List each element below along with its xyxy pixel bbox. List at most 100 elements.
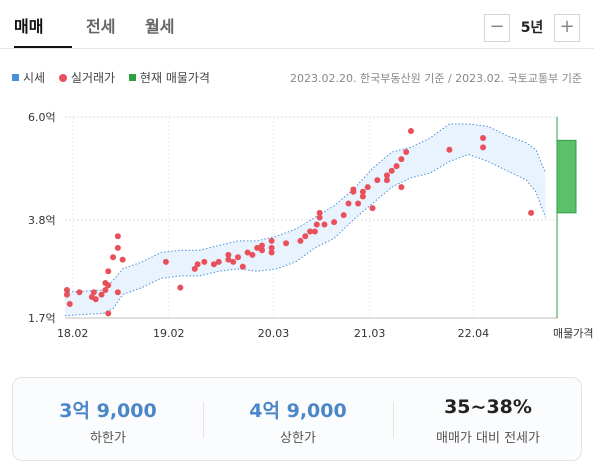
transaction-point — [114, 233, 121, 240]
transaction-point — [98, 291, 105, 298]
tab-monthly-rent[interactable]: 월세 — [145, 17, 175, 36]
transaction-point — [316, 209, 323, 216]
transaction-point — [114, 289, 121, 296]
transaction-point — [210, 261, 217, 268]
transaction-point — [383, 172, 390, 179]
chart-legend: 시세 실거래가 현재 매물가격 — [12, 69, 220, 86]
summary-card: 3억 9,000 하한가 4억 9,000 상한가 35~38% 매매가 대비 … — [12, 377, 582, 461]
transaction-point — [66, 300, 73, 307]
transaction-point — [114, 244, 121, 251]
transaction-point — [316, 214, 323, 221]
tab-jeonse[interactable]: 전세 — [86, 17, 116, 36]
transaction-point — [388, 167, 395, 174]
transaction-point — [244, 249, 251, 256]
legend-item-listing: 현재 매물가격 — [128, 69, 210, 86]
transaction-point — [215, 258, 222, 265]
transaction-point — [359, 188, 366, 195]
transaction-point — [259, 247, 266, 254]
upper-price-value: 4억 9,000 — [249, 400, 347, 422]
transaction-point — [63, 291, 70, 298]
transaction-point — [92, 296, 99, 303]
transaction-point — [355, 200, 362, 207]
transaction-point — [345, 200, 352, 207]
market-price-band — [64, 123, 546, 317]
transaction-point — [259, 242, 266, 249]
y-tick-label: 3.8억 — [28, 214, 56, 227]
transaction-point — [105, 268, 112, 275]
transaction-point — [191, 265, 198, 272]
listing-price-range — [556, 139, 577, 214]
price-chart: 6.0억 3.8억 1.7억 18.02 19.02 20.03 21.03 22.04 매물… — [28, 111, 594, 340]
upper-price-label: 상한가 — [280, 431, 316, 446]
transaction-point — [297, 237, 304, 244]
tabs-divider — [0, 48, 594, 49]
period-increase-button[interactable]: + — [554, 14, 580, 42]
jeonse-ratio-label: 매매가 대비 전세가 — [436, 431, 540, 446]
transaction-point — [407, 128, 414, 135]
x-tick-label: 19.02 — [153, 327, 185, 340]
jeonse-ratio-stat: 35~38% 매매가 대비 전세가 — [393, 378, 583, 462]
x-tick-label: 18.02 — [57, 327, 89, 340]
transaction-point — [340, 212, 347, 219]
tab-sale[interactable]: 매매 — [14, 17, 44, 36]
transaction-point — [268, 249, 275, 256]
transaction-point — [76, 289, 83, 296]
transaction-point — [254, 244, 261, 251]
transaction-point — [105, 282, 112, 289]
transaction-point — [369, 205, 376, 212]
transaction-point — [480, 135, 487, 142]
transaction-point — [90, 289, 97, 296]
x-tick-label: 22.04 — [458, 327, 490, 340]
y-axis-ticks: 6.0억 3.8억 1.7억 — [28, 111, 56, 325]
lower-price-label: 하한가 — [90, 431, 126, 446]
transaction-point — [398, 184, 405, 191]
transaction-point — [313, 221, 320, 228]
x-tick-label: 20.03 — [258, 327, 290, 340]
transaction-point — [177, 284, 184, 291]
transaction-point — [364, 184, 371, 191]
transaction-point — [249, 251, 256, 258]
period-stepper: − 5년 + — [484, 14, 580, 42]
transaction-point — [331, 219, 338, 226]
lower-price-value: 3억 9,000 — [59, 400, 157, 422]
transaction-point — [374, 177, 381, 184]
legend-swatch-listing — [128, 74, 136, 81]
summary-divider — [203, 402, 204, 438]
transaction-point — [194, 261, 201, 268]
transaction-point — [162, 258, 169, 265]
transaction-point — [105, 310, 112, 317]
transaction-point — [283, 240, 290, 247]
transaction-point — [201, 258, 208, 265]
period-value: 5년 — [520, 20, 544, 36]
transaction-point — [268, 237, 275, 244]
transaction-point — [63, 286, 70, 293]
listing-price-bar — [556, 117, 577, 318]
legend-swatch-market — [12, 74, 19, 81]
legend-label-transactions: 실거래가 — [70, 71, 116, 85]
transaction-point — [234, 254, 241, 261]
transaction-points — [63, 128, 535, 317]
transaction-point — [225, 256, 232, 263]
legend-item-market: 시세 — [12, 69, 45, 86]
upper-price-stat: 4억 9,000 상한가 — [203, 378, 393, 462]
y-tick-label: 1.7억 — [28, 312, 56, 325]
transaction-point — [110, 254, 117, 261]
transaction-point — [359, 193, 366, 200]
transaction-point — [239, 263, 246, 270]
legend-label-market: 시세 — [23, 71, 46, 85]
transaction-point — [528, 209, 535, 216]
transaction-point — [480, 144, 487, 151]
transaction-point — [446, 146, 453, 153]
x-tick-label: 21.03 — [354, 327, 386, 340]
transaction-point — [393, 163, 400, 170]
transaction-point — [307, 228, 314, 235]
summary-divider — [393, 402, 394, 438]
transaction-point — [268, 244, 275, 251]
lower-price-stat: 3억 9,000 하한가 — [13, 378, 203, 462]
legend-item-transactions: 실거래가 — [58, 69, 116, 86]
period-decrease-button[interactable]: − — [484, 14, 510, 42]
active-tab-indicator — [14, 46, 72, 48]
legend-swatch-transactions — [58, 74, 67, 82]
x-axis-ticks: 18.02 19.02 20.03 21.03 22.04 매물가격 — [57, 327, 594, 340]
transaction-point — [350, 186, 357, 193]
